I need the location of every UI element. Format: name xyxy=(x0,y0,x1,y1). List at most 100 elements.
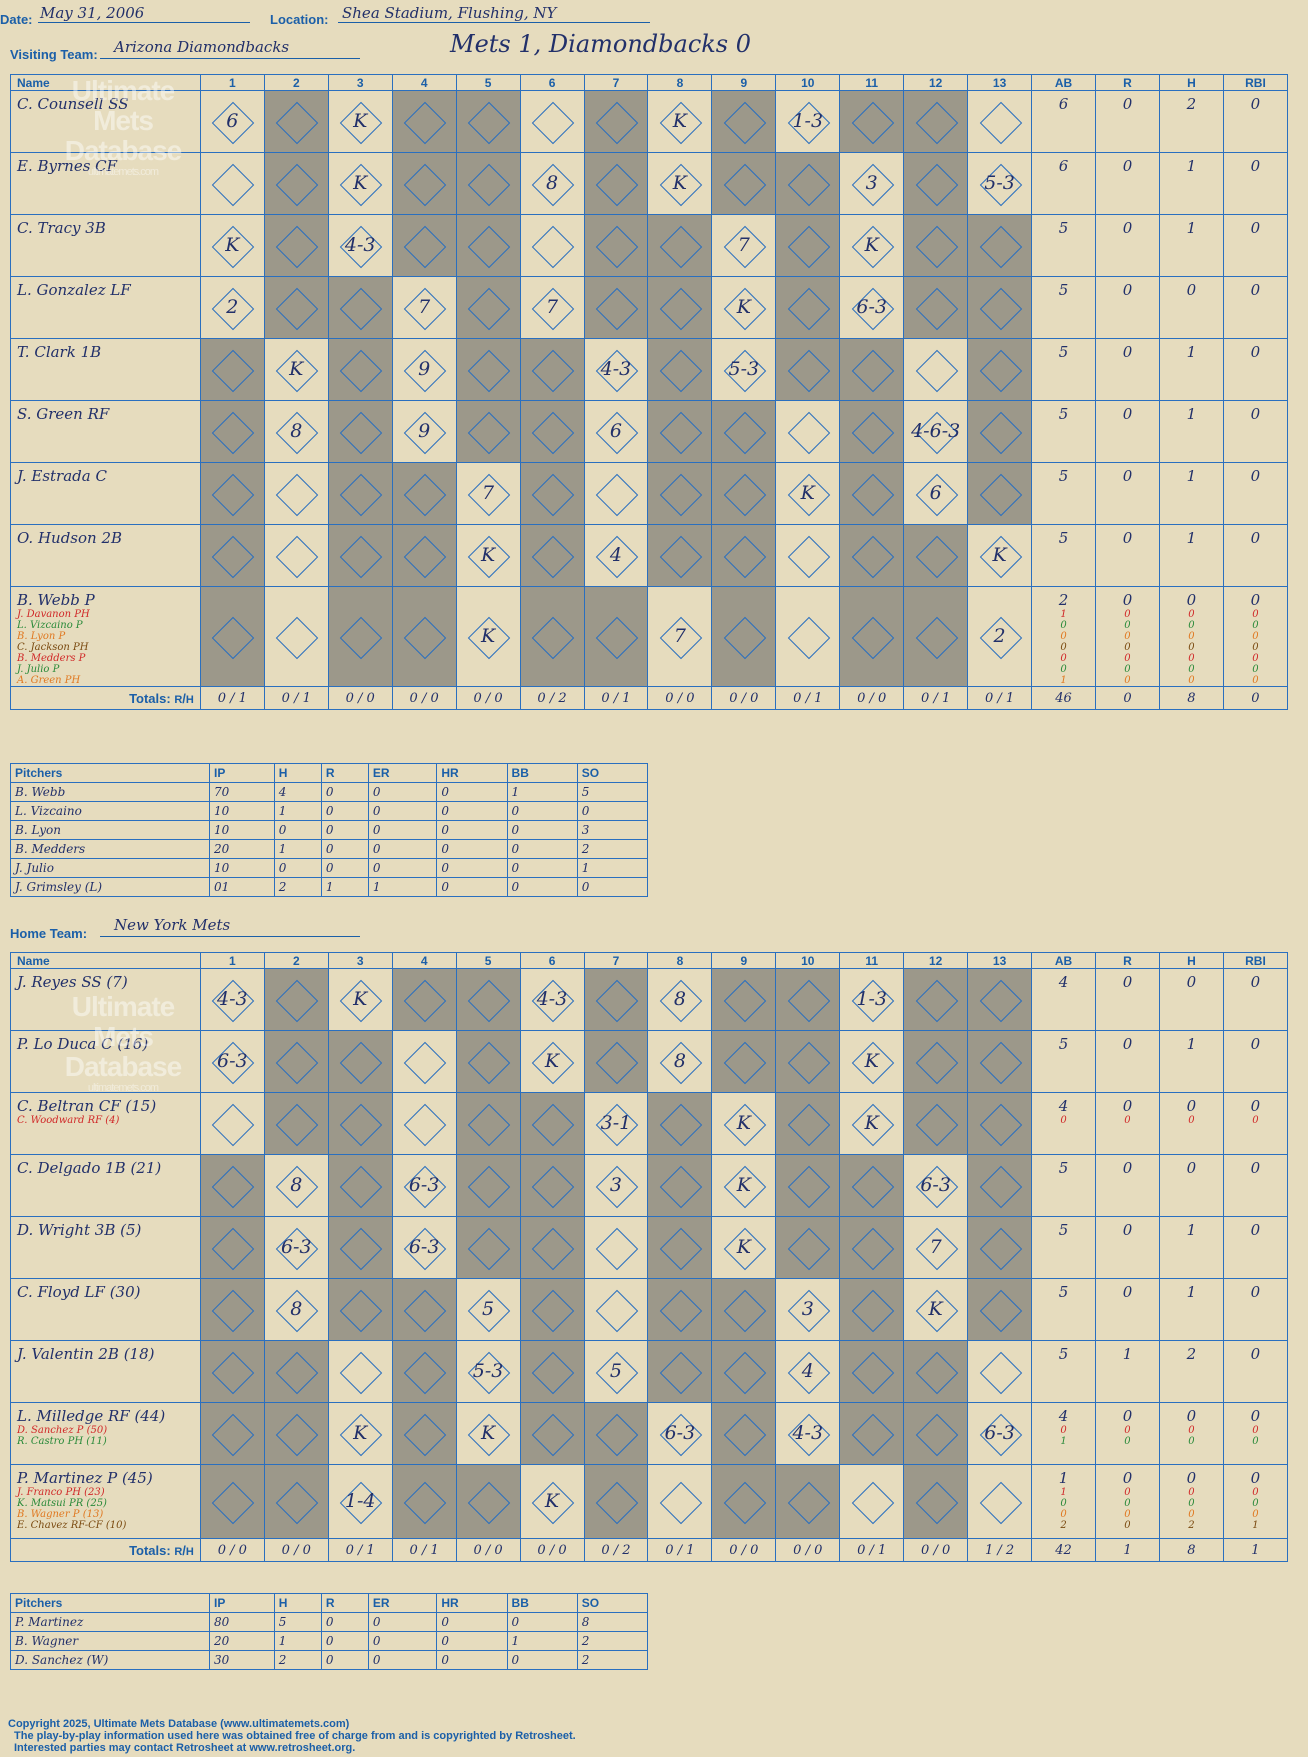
pitcher-stat: 0 xyxy=(436,877,508,897)
play-cell xyxy=(711,968,777,1031)
pitcher-name: L. Vizcaino xyxy=(10,801,210,821)
play-cell xyxy=(199,400,265,463)
inning-header-1: 1 xyxy=(199,74,265,91)
play-cell xyxy=(583,276,649,339)
play-cell xyxy=(967,462,1033,525)
home-pitchers-table: Pitchers IP H R ER HR BB SO P. Martinez 80 5 0 0 0 0 8 B… xyxy=(10,1593,649,1670)
play-cell xyxy=(967,1216,1033,1279)
inning-total-9: 0 / 0 xyxy=(711,1538,777,1562)
pitcher-stat: 0 xyxy=(506,1612,578,1632)
play-cell xyxy=(711,90,777,153)
play-cell xyxy=(711,1030,777,1093)
pitcher-stat: 0 xyxy=(436,1650,508,1670)
play-cell xyxy=(199,1464,265,1539)
pitcher-stat: 0 xyxy=(273,820,322,840)
visitor-pitchers-table: Pitchers IP H R ER HR BB SO B. Webb 70 4 0 0 0 1 5 L. Vi… xyxy=(10,763,649,897)
pitcher-stat: 10 xyxy=(209,801,275,821)
inning-total-6: 0 / 2 xyxy=(519,686,585,710)
play-cell: 8 xyxy=(647,1030,713,1093)
pitcher-header-ip: IP xyxy=(209,1593,275,1613)
batter-name: T. Clark 1B xyxy=(17,343,102,361)
play-result: 1-3 xyxy=(856,987,888,1010)
play-cell: 7 xyxy=(391,276,457,339)
play-cell: 3 xyxy=(775,1278,841,1341)
pitcher-stat: 0 xyxy=(576,877,649,897)
inning-header-5: 5 xyxy=(455,952,521,969)
play-result: 5-3 xyxy=(728,357,760,380)
play-result: 5-3 xyxy=(984,171,1015,194)
pitcher-stat: 0 xyxy=(576,801,649,821)
play-cell xyxy=(519,524,585,587)
play-cell: 6 xyxy=(199,90,265,153)
inning-header-7: 7 xyxy=(583,952,649,969)
batter-stat-rbi: 0 xyxy=(1222,524,1289,587)
play-cell: 6 xyxy=(583,400,649,463)
play-cell xyxy=(903,1092,969,1155)
play-cell xyxy=(263,1402,329,1465)
batter-stat-rbi: 0 xyxy=(1222,400,1289,463)
batter-stat-ab: 5 xyxy=(1031,214,1097,277)
play-cell xyxy=(903,524,969,587)
play-cell xyxy=(839,1154,905,1217)
batter-row: P. Lo Duca C (16) 6-3 K 8 K 5 0 1 0 xyxy=(10,1030,1289,1093)
play-result: K xyxy=(353,171,368,194)
pitcher-row: B. Lyon 10 0 0 0 0 0 3 xyxy=(10,820,649,840)
substitute-name: J. Julio P xyxy=(17,664,60,675)
play-cell xyxy=(263,90,329,153)
pitcher-stat: 0 xyxy=(320,839,369,859)
play-cell xyxy=(199,1402,265,1465)
batter-stat-h: 1 xyxy=(1158,214,1224,277)
stat-header-rbi: RBI xyxy=(1222,952,1289,969)
play-result: K xyxy=(864,233,879,256)
pitcher-name: B. Medders xyxy=(10,839,210,859)
pitcher-stat: 0 xyxy=(320,858,369,878)
stat-header-r: R xyxy=(1095,952,1160,969)
play-cell xyxy=(839,338,905,401)
play-cell xyxy=(775,152,841,215)
play-cell: 1-3 xyxy=(839,968,905,1031)
play-cell xyxy=(263,276,329,339)
play-result: 3 xyxy=(609,1173,623,1196)
play-result: K xyxy=(736,1111,751,1134)
name-header: Name xyxy=(10,952,201,969)
substitute-name: B. Wagner P (13) xyxy=(17,1509,104,1520)
inning-total-13: 1 / 2 xyxy=(967,1538,1033,1562)
batter-stat-h: 1 xyxy=(1158,1216,1224,1279)
batter-name: L. Gonzalez LF xyxy=(17,281,131,299)
batter-stat-rbi: 0 xyxy=(1222,152,1289,215)
play-cell: K xyxy=(199,214,265,277)
play-result: 5-3 xyxy=(472,1359,504,1382)
inning-header-3: 3 xyxy=(327,952,393,969)
batter-name: C. Tracy 3B xyxy=(17,219,106,237)
batter-stat-rbi: 0 xyxy=(1222,1340,1289,1403)
totals-label: Totals: R/H xyxy=(10,686,201,710)
batter-stat-rbi: 0 xyxy=(1222,462,1289,525)
team-total-h: 8 xyxy=(1158,686,1224,710)
play-cell xyxy=(391,1402,457,1465)
play-cell xyxy=(583,968,649,1031)
play-cell xyxy=(391,214,457,277)
batter-row: C. Tracy 3B K 4-3 7 K 5 0 1 0 xyxy=(10,214,1289,277)
inning-total-11: 0 / 0 xyxy=(839,686,905,710)
play-cell xyxy=(839,1278,905,1341)
play-cell xyxy=(903,276,969,339)
inning-header-2: 2 xyxy=(263,74,329,91)
inning-header-12: 12 xyxy=(903,952,969,969)
play-cell xyxy=(327,1278,393,1341)
play-cell: 8 xyxy=(263,1278,329,1341)
play-cell: 5-3 xyxy=(711,338,777,401)
date-label: Date: xyxy=(0,12,33,27)
play-cell xyxy=(327,586,393,687)
play-result: K xyxy=(800,481,815,504)
inning-total-8: 0 / 0 xyxy=(647,686,713,710)
play-cell: K xyxy=(647,90,713,153)
pitcher-row: L. Vizcaino 10 1 0 0 0 0 0 xyxy=(10,801,649,821)
play-cell: K xyxy=(711,1154,777,1217)
team-total-r: 1 xyxy=(1095,1538,1160,1562)
play-cell xyxy=(903,1402,969,1465)
pitcher-header-r: R xyxy=(320,1593,369,1613)
play-cell xyxy=(647,1278,713,1341)
